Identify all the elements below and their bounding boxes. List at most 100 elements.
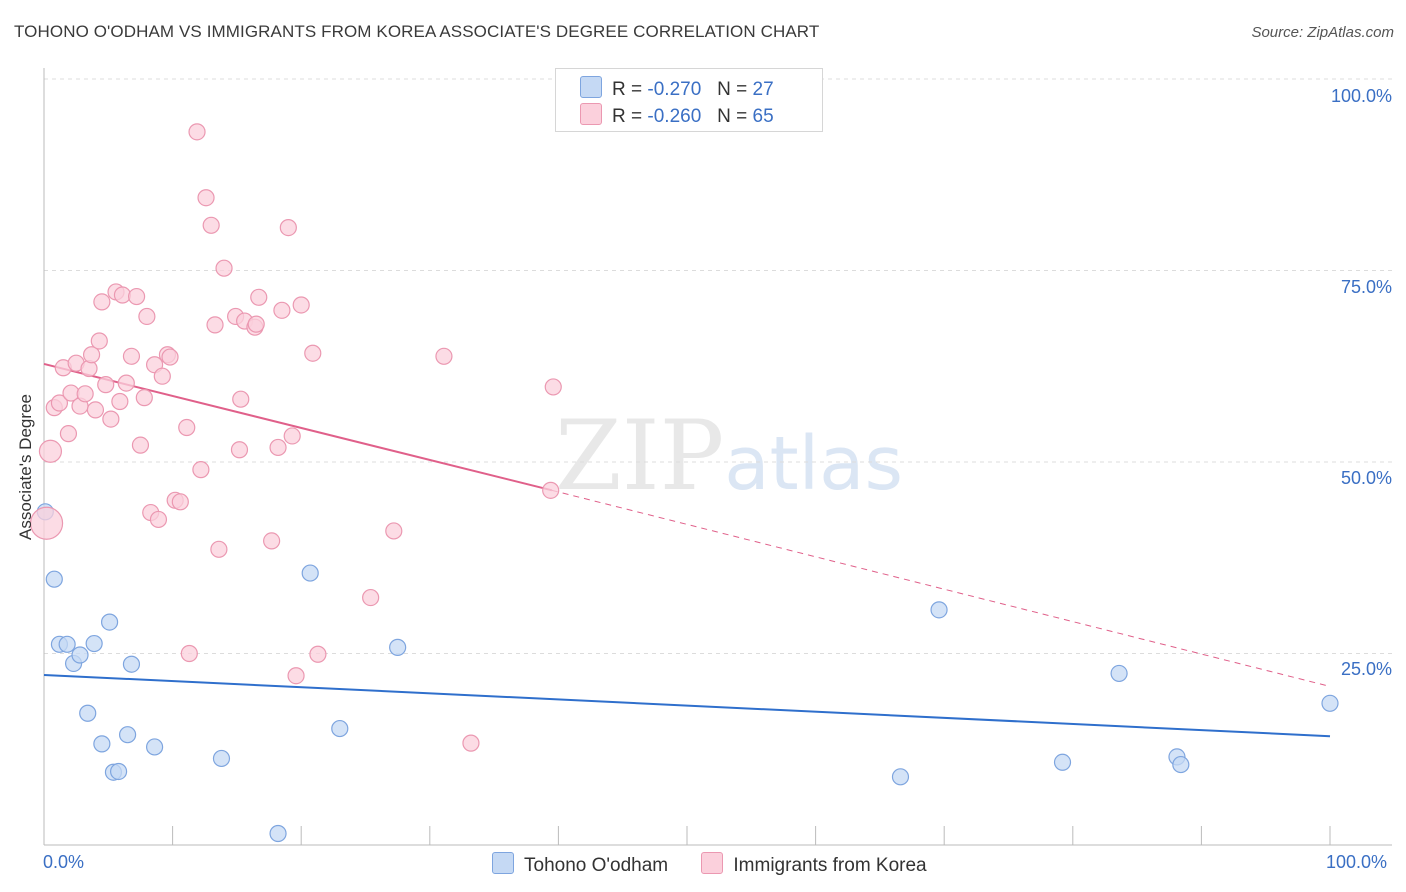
legend-row-blue: R = -0.270 N = 27	[580, 76, 774, 101]
legend-n-value: 65	[752, 106, 774, 127]
pink-point	[38, 439, 63, 463]
blue-point	[891, 768, 910, 786]
pink-point	[202, 216, 220, 234]
pink-point	[250, 288, 268, 306]
gridlines	[44, 78, 1392, 654]
pink-point	[90, 332, 108, 350]
trend-lines	[43, 362, 1331, 738]
pink-point	[385, 522, 403, 540]
pink-point	[113, 286, 132, 304]
pink-point	[462, 734, 480, 752]
pink-point	[178, 418, 196, 437]
pink-point	[292, 296, 310, 314]
blue-point	[1321, 694, 1339, 712]
blue-point	[122, 655, 141, 673]
pink-point	[153, 367, 171, 385]
x-tick-label-max: 100.0%	[1326, 852, 1388, 872]
pink-point	[210, 540, 228, 558]
blue-point	[93, 735, 111, 753]
data-points	[29, 123, 1339, 843]
pink-point	[283, 427, 301, 445]
blue-point	[71, 646, 89, 664]
legend-swatch-blue	[580, 76, 602, 98]
stats-legend: R = -0.270 N = 27 R = -0.260 N = 65	[555, 68, 823, 132]
blue-point	[145, 738, 164, 756]
legend-swatch-pink	[580, 103, 602, 125]
blue-point	[1110, 664, 1128, 683]
pink-point	[232, 390, 250, 408]
pink-point	[149, 510, 168, 529]
pink-point	[230, 441, 249, 459]
pink-point	[171, 493, 189, 511]
blue-point	[118, 726, 137, 744]
pink-point	[50, 394, 69, 412]
blue-point	[100, 613, 119, 631]
legend-label-korea: Immigrants from Korea	[733, 855, 927, 876]
pink-point	[279, 219, 297, 237]
blue-trend-line	[43, 673, 1331, 738]
pink-point	[542, 481, 560, 499]
pink-point	[269, 438, 287, 457]
pink-point	[263, 532, 281, 550]
pink-point	[247, 315, 265, 333]
watermark-atlas: atlas	[724, 421, 904, 507]
watermark-zip: ZIP	[555, 400, 725, 512]
blue-point	[389, 638, 407, 656]
pink-point	[215, 259, 233, 277]
watermark: ZIPatlas	[555, 400, 903, 512]
blue-point	[109, 762, 128, 781]
pink-trend-extension	[551, 489, 1331, 687]
pink-point	[59, 425, 78, 443]
blue-point	[212, 749, 231, 768]
legend-r-value: -0.260	[647, 106, 702, 127]
pink-point	[304, 344, 322, 362]
pink-point	[188, 123, 206, 141]
pink-point	[206, 316, 224, 334]
pink-point	[138, 307, 156, 326]
pink-point	[273, 301, 291, 319]
pink-point	[544, 378, 562, 396]
pink-point	[93, 293, 111, 311]
legend-item-korea: Immigrants from Korea	[701, 852, 927, 877]
legend-r-value: -0.270	[647, 79, 702, 100]
blue-point	[1172, 755, 1190, 774]
pink-point	[102, 410, 120, 428]
pink-point	[122, 347, 141, 365]
pink-point	[29, 506, 64, 540]
blue-point	[85, 634, 103, 653]
pink-point	[309, 645, 327, 663]
y-tick-label: 100.0%	[1330, 86, 1392, 106]
pink-point	[82, 346, 101, 364]
pink-point	[76, 385, 94, 403]
legend-n-label: N =	[717, 106, 748, 127]
pink-point	[180, 644, 198, 663]
legend-swatch-pink	[701, 852, 724, 874]
blue-point	[301, 564, 319, 582]
blue-point	[79, 704, 97, 722]
pink-point	[86, 401, 105, 419]
source-credit: Source: ZipAtlas.com	[1251, 24, 1394, 41]
pink-point	[111, 392, 129, 411]
pink-point	[135, 389, 153, 407]
legend-row-pink: R = -0.260 N = 65	[580, 103, 774, 128]
pink-point	[287, 667, 305, 685]
pink-point	[131, 436, 150, 454]
y-axis-title: Associate's Degree	[16, 394, 35, 540]
pink-point	[117, 374, 135, 392]
blue-point	[269, 824, 287, 843]
legend-swatch-blue	[492, 852, 514, 874]
pink-point	[192, 461, 210, 479]
legend-r-label: R =	[612, 79, 643, 100]
blue-point	[331, 719, 349, 738]
legend-r-label: R =	[612, 106, 643, 127]
axes	[43, 68, 1392, 846]
legend-label-tohono: Tohono O'odham	[524, 855, 669, 876]
pink-point	[161, 348, 179, 366]
legend-item-tohono: Tohono O'odham	[492, 852, 668, 877]
series-legend: Tohono O'odham Immigrants from Korea	[492, 852, 955, 877]
legend-n-label: N =	[717, 79, 748, 100]
blue-point	[58, 635, 76, 653]
pink-point	[197, 189, 215, 207]
pink-point	[435, 347, 453, 365]
